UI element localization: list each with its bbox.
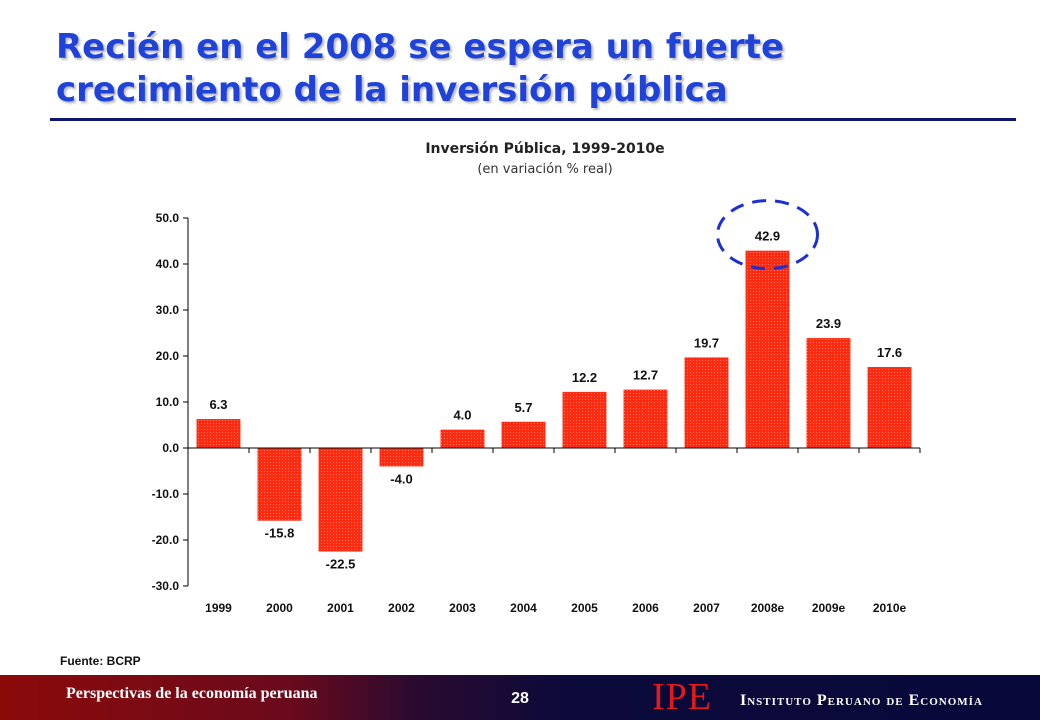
x-tick-label: 2005: [571, 601, 598, 615]
bar: [745, 250, 790, 448]
highlight-circle: [716, 199, 819, 271]
bar-value-label: -22.5: [326, 557, 356, 572]
bar: [684, 357, 729, 448]
y-tick-label: 20.0: [156, 349, 180, 363]
x-axis: 1999 2000 2001 2002 2003 2004 2005 2006 2007 2008…: [187, 447, 921, 615]
bar-chart: 50.0 40.0 30.0 20.0 10.0 0.0 -10.0 -20.0 -30.0 1…: [152, 199, 921, 615]
y-axis: 50.0 40.0 30.0 20.0 10.0 0.0 -10.0 -20.0 -30.0: [152, 211, 189, 593]
x-tick-label: 2003: [449, 601, 476, 615]
bar: [806, 338, 851, 448]
x-tick-label: 2002: [388, 601, 415, 615]
y-tick-label: 30.0: [156, 303, 180, 317]
chart-title: Inversión Pública, 1999-2010e: [425, 141, 665, 157]
x-tick-label: 1999: [205, 601, 232, 615]
slide-title: Recién en el 2008 se espera un fuerte cr…: [56, 27, 785, 110]
y-tick-label: -20.0: [152, 533, 180, 547]
y-tick-label: -30.0: [152, 579, 180, 593]
highlight: [716, 199, 819, 271]
x-tick-label: 2006: [632, 601, 659, 615]
ipe-logo: IPE: [652, 676, 712, 718]
page-number: 28: [511, 690, 529, 707]
bar-value-label: 23.9: [816, 316, 841, 331]
bar: [867, 367, 912, 448]
x-tick-label: 2004: [510, 601, 537, 615]
bar-value-label: 4.0: [453, 408, 471, 423]
bar: [623, 389, 668, 448]
bar: [196, 419, 241, 448]
bar-value-label: 42.9: [755, 229, 780, 244]
bars: [196, 250, 912, 552]
bar-value-label: 5.7: [514, 400, 532, 415]
data-labels: 6.3 -15.8 -22.5 -4.0 4.0 5.7 12.2 12.7 19.7 42.9 2…: [209, 229, 902, 572]
bar-value-label: 12.7: [633, 368, 658, 383]
chart-subtitle: (en variación % real): [477, 162, 613, 177]
x-tick-label: 2010e: [873, 601, 907, 615]
bar: [562, 391, 607, 448]
x-tick-label: 2008e: [751, 601, 785, 615]
bar: [501, 421, 546, 448]
x-tick-label: 2009e: [812, 601, 846, 615]
bar: [257, 448, 302, 521]
bar-value-label: -4.0: [390, 471, 412, 486]
x-tick-label: 2001: [327, 601, 354, 615]
institution-name: Instituto Peruano de Economía: [740, 692, 983, 709]
footer-bar: [0, 675, 1040, 720]
y-tick-label: 50.0: [156, 211, 180, 225]
title-divider: [50, 118, 1016, 121]
source-note: Fuente: BCRP: [60, 654, 141, 668]
bar-value-label: 17.6: [877, 345, 902, 360]
bar-value-label: -15.8: [265, 526, 295, 541]
footer-presentation-title: Perspectivas de la economía peruana: [66, 685, 318, 702]
bar: [440, 429, 485, 448]
bar-value-label: 6.3: [209, 397, 227, 412]
bar: [318, 448, 363, 552]
bar-value-label: 19.7: [694, 335, 719, 350]
bar: [379, 448, 424, 467]
y-tick-label: 40.0: [156, 257, 180, 271]
y-tick-label: -10.0: [152, 487, 180, 501]
x-tick-label: 2007: [693, 601, 720, 615]
y-tick-label: 0.0: [162, 441, 179, 455]
x-tick-label: 2000: [266, 601, 293, 615]
y-tick-label: 10.0: [156, 395, 180, 409]
bar-value-label: 12.2: [572, 370, 597, 385]
